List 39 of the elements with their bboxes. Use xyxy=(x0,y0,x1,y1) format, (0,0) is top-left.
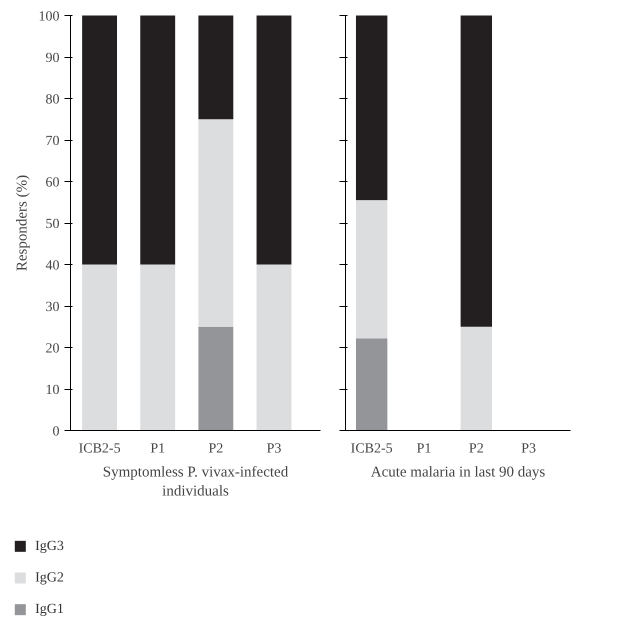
bar xyxy=(256,16,292,264)
x-axis-title: Symptomless P. vivax-infected individuals xyxy=(102,464,289,500)
y-tick-label: 60 xyxy=(46,176,60,190)
y-tick-label: 90 xyxy=(46,51,60,66)
y-tick-label: 20 xyxy=(46,342,60,356)
x-tick-label: P3 xyxy=(521,442,536,456)
bar xyxy=(460,16,492,327)
y-tick-label: 30 xyxy=(46,300,60,315)
legend-label: IgG3 xyxy=(35,538,64,554)
bar xyxy=(82,16,118,264)
y-tick-label: 100 xyxy=(38,10,60,24)
bar xyxy=(198,119,234,327)
y-axis-title: Responders (%) xyxy=(14,174,30,272)
legend-label: IgG2 xyxy=(35,570,64,586)
bar xyxy=(256,264,292,430)
bar xyxy=(82,264,118,430)
x-tick-label: P2 xyxy=(468,442,484,456)
legend-label: IgG1 xyxy=(35,602,64,618)
y-tick-label: 40 xyxy=(46,258,60,274)
x-tick-label: P1 xyxy=(150,442,166,456)
y-tick-label: 0 xyxy=(52,424,60,440)
y-tick-label: 70 xyxy=(46,134,60,149)
x-axis-title: Acute malaria in last 90 days xyxy=(370,464,546,480)
bar xyxy=(356,338,388,430)
y-tick-label: 10 xyxy=(46,383,60,398)
y-tick-label: 80 xyxy=(46,92,60,108)
bar xyxy=(198,16,234,120)
x-tick-label: ICB2-5 xyxy=(78,442,121,456)
bar xyxy=(356,200,388,338)
x-tick-label: P3 xyxy=(266,442,282,456)
y-tick-label: 50 xyxy=(46,217,60,232)
x-tick-label: P1 xyxy=(416,442,432,456)
bar xyxy=(140,264,176,430)
bar xyxy=(198,326,234,430)
x-tick-label: P2 xyxy=(208,442,224,456)
bar xyxy=(356,16,388,200)
bar xyxy=(140,16,176,264)
x-tick-label: ICB2-5 xyxy=(350,442,393,456)
bar xyxy=(460,326,492,430)
